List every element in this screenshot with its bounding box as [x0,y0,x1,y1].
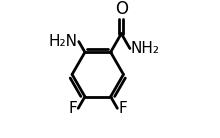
Text: NH₂: NH₂ [131,41,160,56]
Text: F: F [118,101,127,116]
Text: H₂N: H₂N [49,34,78,49]
Text: F: F [68,101,77,116]
Text: O: O [115,0,128,18]
